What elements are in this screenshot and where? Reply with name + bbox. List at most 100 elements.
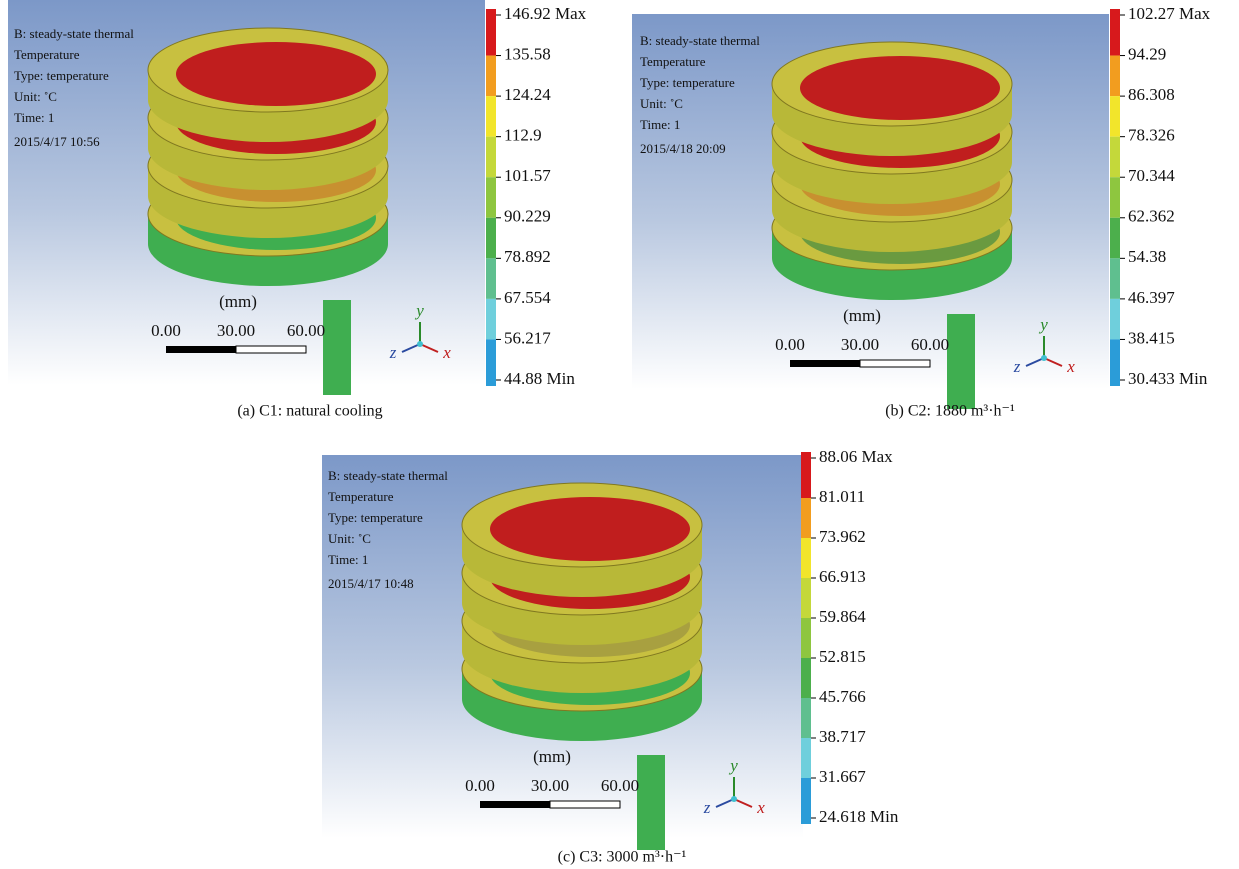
scale-label: 0.00 — [465, 776, 495, 795]
colorbar-band — [486, 258, 496, 299]
axis-origin — [1041, 355, 1047, 361]
colorbar-label: 73.962 — [819, 527, 866, 546]
scale-bar-white — [550, 801, 620, 808]
colorbar-label: 52.815 — [819, 647, 866, 666]
scale-unit: (mm) — [843, 306, 881, 325]
scale-bar-black — [790, 360, 860, 367]
scale-bar-white — [860, 360, 930, 367]
caption: (c) C3: 3000 m³·h⁻¹ — [558, 849, 687, 866]
info-line: Type: temperature — [640, 75, 735, 90]
colorbar-cap-bottom — [801, 818, 811, 824]
colorbar-label: 112.9 — [504, 126, 542, 145]
colorbar-label: 67.554 — [504, 288, 551, 307]
colorbar-label: 102.27 Max — [1128, 4, 1211, 23]
colorbar-cap-top — [801, 452, 811, 458]
colorbar-cap-bottom — [1110, 380, 1120, 386]
ring-inner — [176, 42, 376, 106]
colorbar-band — [486, 15, 496, 56]
colorbar-label: 124.24 — [504, 85, 551, 104]
scale-label: 60.00 — [601, 776, 639, 795]
axis-label: z — [703, 798, 711, 817]
figure: B: steady-state thermal Temperature Type: … — [0, 0, 1239, 869]
axis-label: y — [728, 756, 738, 775]
info-line: Temperature — [640, 54, 706, 69]
colorbar-band — [801, 738, 811, 778]
axis-label: y — [1038, 315, 1048, 334]
colorbar-label: 44.88 Min — [504, 369, 575, 388]
colorbar-label: 24.618 Min — [819, 807, 899, 826]
info-line: Unit: ˚C — [328, 531, 371, 546]
scale-label: 0.00 — [151, 321, 181, 340]
colorbar-label: 62.362 — [1128, 207, 1175, 226]
colorbar-label: 94.29 — [1128, 44, 1166, 63]
info-line: B: steady-state thermal — [328, 468, 448, 483]
scale-bar-white — [236, 346, 306, 353]
scale-label: 30.00 — [531, 776, 569, 795]
colorbar-label: 86.308 — [1128, 85, 1175, 104]
colorbar-label: 78.892 — [504, 247, 551, 266]
scale-bar-black — [166, 346, 236, 353]
colorbar-label: 30.433 Min — [1128, 369, 1208, 388]
info-line: B: steady-state thermal — [14, 26, 134, 41]
colorbar-label: 46.397 — [1128, 288, 1175, 307]
axis-label: x — [756, 798, 765, 817]
colorbar-band — [801, 578, 811, 618]
info-line: Unit: ˚C — [14, 89, 57, 104]
info-line: Time: 1 — [14, 110, 54, 125]
colorbar-band — [486, 339, 496, 380]
ring-inner — [800, 56, 1000, 120]
colorbar-label: 81.011 — [819, 487, 865, 506]
colorbar-cap-bottom — [486, 380, 496, 386]
colorbar-band — [486, 137, 496, 178]
colorbar-band — [486, 299, 496, 340]
panel: B: steady-state thermal Temperature Type: … — [322, 447, 899, 866]
colorbar-band — [801, 778, 811, 818]
ring-post — [637, 755, 665, 850]
info-line: 2015/4/17 10:48 — [328, 576, 414, 591]
scale-label: 0.00 — [775, 335, 805, 354]
panel: B: steady-state thermalTemperatureType: … — [632, 4, 1211, 420]
info-line: Time: 1 — [328, 552, 368, 567]
colorbar-label: 31.667 — [819, 767, 866, 786]
caption: (a) C1: natural cooling — [237, 403, 382, 420]
info-line: Temperature — [328, 489, 394, 504]
colorbar-label: 135.58 — [504, 44, 551, 63]
colorbar-label: 66.913 — [819, 567, 866, 586]
ring-post — [323, 300, 351, 395]
colorbar-label: 56.217 — [504, 328, 551, 347]
colorbar-band — [801, 698, 811, 738]
info-line: Time: 1 — [640, 117, 680, 132]
colorbar-band — [801, 658, 811, 698]
colorbar-label: 101.57 — [504, 166, 551, 185]
colorbar-band — [1110, 258, 1120, 299]
colorbar-band — [1110, 299, 1120, 340]
axis-label: x — [1066, 357, 1075, 376]
colorbar-band — [1110, 56, 1120, 97]
ring-inner — [490, 497, 690, 561]
info-line: Temperature — [14, 47, 80, 62]
info-line: Type: temperature — [14, 68, 109, 83]
colorbar-label: 146.92 Max — [504, 4, 587, 23]
colorbar-band — [801, 618, 811, 658]
axis-label: z — [1013, 357, 1021, 376]
ring-post — [947, 314, 975, 409]
colorbar-band — [1110, 96, 1120, 137]
info-line: 2015/4/18 20:09 — [640, 141, 726, 156]
info-line: Type: temperature — [328, 510, 423, 525]
colorbar-band — [486, 56, 496, 97]
colorbar-label: 70.344 — [1128, 166, 1175, 185]
info-line: 2015/4/17 10:56 — [14, 134, 100, 149]
scale-label: 30.00 — [217, 321, 255, 340]
scale-label: 60.00 — [287, 321, 325, 340]
panel: B: steady-state thermal Temperature Type: … — [8, 0, 587, 420]
scale-label: 30.00 — [841, 335, 879, 354]
colorbar-band — [486, 218, 496, 259]
colorbar-band — [1110, 137, 1120, 178]
colorbar-label: 38.415 — [1128, 328, 1175, 347]
axis-label: y — [414, 301, 424, 320]
scale-bar-black — [480, 801, 550, 808]
colorbar-band — [486, 96, 496, 137]
axis-origin — [731, 796, 737, 802]
colorbar-band — [1110, 15, 1120, 56]
colorbar-label: 90.229 — [504, 207, 551, 226]
